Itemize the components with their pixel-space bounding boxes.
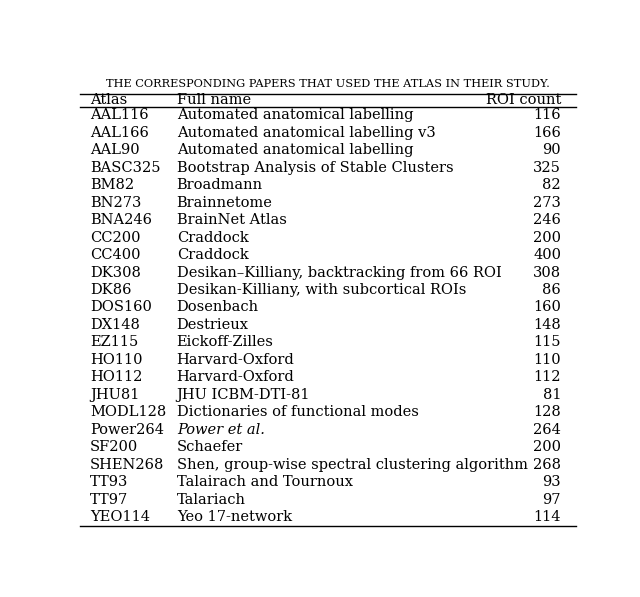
Text: 114: 114 bbox=[534, 510, 561, 524]
Text: Power et al.: Power et al. bbox=[177, 423, 264, 437]
Text: JHU ICBM-DTI-81: JHU ICBM-DTI-81 bbox=[177, 388, 310, 402]
Text: AAL116: AAL116 bbox=[90, 108, 148, 122]
Text: 268: 268 bbox=[533, 458, 561, 472]
Text: 128: 128 bbox=[533, 405, 561, 419]
Text: EZ115: EZ115 bbox=[90, 336, 138, 349]
Text: CC200: CC200 bbox=[90, 230, 140, 245]
Text: Desikan-Killiany, with subcortical ROIs: Desikan-Killiany, with subcortical ROIs bbox=[177, 283, 466, 297]
Text: TT93: TT93 bbox=[90, 475, 128, 489]
Text: 97: 97 bbox=[543, 493, 561, 507]
Text: BNA246: BNA246 bbox=[90, 213, 152, 227]
Text: DOS160: DOS160 bbox=[90, 300, 152, 315]
Text: 400: 400 bbox=[533, 248, 561, 262]
Text: TT97: TT97 bbox=[90, 493, 128, 507]
Text: Full name: Full name bbox=[177, 93, 251, 107]
Text: BASC325: BASC325 bbox=[90, 161, 161, 175]
Text: 81: 81 bbox=[543, 388, 561, 402]
Text: Destrieux: Destrieux bbox=[177, 318, 249, 332]
Text: 86: 86 bbox=[542, 283, 561, 297]
Text: Yeo 17-network: Yeo 17-network bbox=[177, 510, 292, 524]
Text: HO110: HO110 bbox=[90, 353, 143, 367]
Text: BN273: BN273 bbox=[90, 196, 141, 210]
Text: 90: 90 bbox=[543, 143, 561, 157]
Text: BM82: BM82 bbox=[90, 178, 134, 192]
Text: 246: 246 bbox=[533, 213, 561, 227]
Text: 308: 308 bbox=[533, 266, 561, 279]
Text: HO112: HO112 bbox=[90, 370, 142, 384]
Text: Talariach: Talariach bbox=[177, 493, 246, 507]
Text: MODL128: MODL128 bbox=[90, 405, 166, 419]
Text: 200: 200 bbox=[533, 440, 561, 454]
Text: Eickoff-Zilles: Eickoff-Zilles bbox=[177, 336, 273, 349]
Text: Harvard-Oxford: Harvard-Oxford bbox=[177, 370, 294, 384]
Text: Harvard-Oxford: Harvard-Oxford bbox=[177, 353, 294, 367]
Text: 115: 115 bbox=[534, 336, 561, 349]
Text: 110: 110 bbox=[534, 353, 561, 367]
Text: Automated anatomical labelling: Automated anatomical labelling bbox=[177, 108, 413, 122]
Text: AAL90: AAL90 bbox=[90, 143, 140, 157]
Text: CC400: CC400 bbox=[90, 248, 140, 262]
Text: Power264: Power264 bbox=[90, 423, 164, 437]
Text: Bootstrap Analysis of Stable Clusters: Bootstrap Analysis of Stable Clusters bbox=[177, 161, 453, 175]
Text: AAL166: AAL166 bbox=[90, 126, 148, 140]
Text: Dictionaries of functional modes: Dictionaries of functional modes bbox=[177, 405, 419, 419]
Text: Schaefer: Schaefer bbox=[177, 440, 243, 454]
Text: 112: 112 bbox=[534, 370, 561, 384]
Text: Shen, group-wise spectral clustering algorithm: Shen, group-wise spectral clustering alg… bbox=[177, 458, 528, 472]
Text: 325: 325 bbox=[533, 161, 561, 175]
Text: Dosenbach: Dosenbach bbox=[177, 300, 259, 315]
Text: Automated anatomical labelling: Automated anatomical labelling bbox=[177, 143, 413, 157]
Text: DK308: DK308 bbox=[90, 266, 141, 279]
Text: 93: 93 bbox=[543, 475, 561, 489]
Text: 116: 116 bbox=[534, 108, 561, 122]
Text: Automated anatomical labelling v3: Automated anatomical labelling v3 bbox=[177, 126, 435, 140]
Text: Brainnetome: Brainnetome bbox=[177, 196, 273, 210]
Text: Talairach and Tournoux: Talairach and Tournoux bbox=[177, 475, 353, 489]
Text: Broadmann: Broadmann bbox=[177, 178, 263, 192]
Text: SHEN268: SHEN268 bbox=[90, 458, 164, 472]
Text: 160: 160 bbox=[533, 300, 561, 315]
Text: 273: 273 bbox=[533, 196, 561, 210]
Text: SF200: SF200 bbox=[90, 440, 138, 454]
Text: Craddock: Craddock bbox=[177, 230, 248, 245]
Text: 166: 166 bbox=[533, 126, 561, 140]
Text: 264: 264 bbox=[533, 423, 561, 437]
Text: YEO114: YEO114 bbox=[90, 510, 150, 524]
Text: 200: 200 bbox=[533, 230, 561, 245]
Text: DX148: DX148 bbox=[90, 318, 140, 332]
Text: JHU81: JHU81 bbox=[90, 388, 140, 402]
Text: Atlas: Atlas bbox=[90, 93, 127, 107]
Text: ROI count: ROI count bbox=[486, 93, 561, 107]
Text: Desikan–Killiany, backtracking from 66 ROI: Desikan–Killiany, backtracking from 66 R… bbox=[177, 266, 502, 279]
Text: DK86: DK86 bbox=[90, 283, 131, 297]
Text: THE CORRESPONDING PAPERS THAT USED THE ATLAS IN THEIR STUDY.: THE CORRESPONDING PAPERS THAT USED THE A… bbox=[106, 79, 550, 89]
Text: BrainNet Atlas: BrainNet Atlas bbox=[177, 213, 287, 227]
Text: Craddock: Craddock bbox=[177, 248, 248, 262]
Text: 82: 82 bbox=[543, 178, 561, 192]
Text: 148: 148 bbox=[533, 318, 561, 332]
